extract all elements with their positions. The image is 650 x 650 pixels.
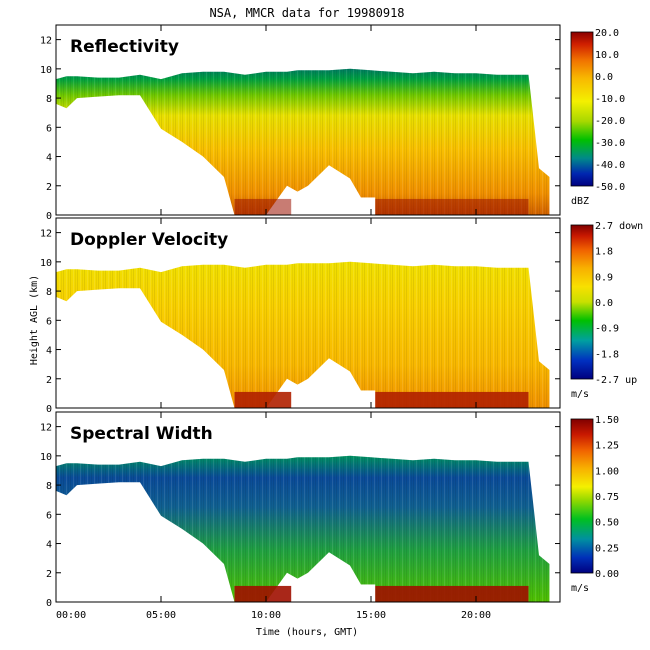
colorbar-spectral-width: 1.50 1.25 1.00 0.75 0.50 0.25 0.00 m/s — [570, 415, 619, 594]
colorbar-label: -1.8 — [595, 349, 619, 360]
colorbar-label: -20.0 — [595, 116, 625, 127]
colorbar-label: 1.00 — [595, 466, 619, 477]
y-tick-label: 12 — [40, 36, 52, 47]
echo-gap — [291, 390, 376, 408]
panel-frame — [55, 411, 561, 603]
figure-title: NSA, MMCR data for 19980918 — [209, 6, 404, 20]
x-tick-label: 05:00 — [146, 610, 176, 621]
colorbar-label: 0.25 — [595, 543, 619, 554]
y-tick-label: 0 — [46, 404, 52, 415]
y-tick-label: 8 — [46, 481, 52, 492]
colorbar-label: -10.0 — [595, 94, 625, 105]
colorbar-label: 1.8 — [595, 247, 613, 258]
y-tick-label: 12 — [40, 229, 52, 240]
panel-title-reflectivity: Reflectivity — [70, 37, 179, 57]
y-tick-label: 4 — [46, 346, 52, 357]
panel-title-spectral-width: Spectral Width — [70, 424, 213, 444]
panel-spectral-width: 0 2 4 6 8 10 12 Spectral Width 1.50 1.25 1.00 0.75 0… — [40, 411, 619, 609]
x-tick-labels: 00:00 05:00 10:00 15:00 20:00 — [56, 610, 491, 621]
y-tick-label: 10 — [40, 258, 52, 269]
colorbar-label: -2.7 up — [595, 375, 637, 386]
y-tick-label: 6 — [46, 316, 52, 327]
echo-gap — [291, 197, 376, 215]
y-tick-label: 6 — [46, 510, 52, 521]
panel-frame — [55, 217, 561, 409]
y-tick-label: 10 — [40, 65, 52, 76]
cloud-echo-texture — [56, 455, 550, 602]
colorbar-unit: m/s — [571, 389, 589, 400]
colorbar-doppler-velocity: 2.7 down 1.8 0.9 0.0 -0.9 -1.8 -2.7 up m/s — [570, 221, 643, 400]
colorbar-label: 0.75 — [595, 492, 619, 503]
cloud-echo-texture — [56, 68, 550, 215]
x-tick-label: 00:00 — [56, 610, 86, 621]
colorbar-scale — [570, 31, 594, 187]
y-tick-label: 6 — [46, 123, 52, 134]
y-tick-label: 0 — [46, 598, 52, 609]
panel-doppler-velocity: 0 2 4 6 8 10 12 Doppler Velocity 2.7 down 1.8 0.9 0… — [40, 217, 643, 415]
y-tick-label: 0 — [46, 211, 52, 222]
y-tick-label: 8 — [46, 287, 52, 298]
colorbar-label: 2.7 down — [595, 221, 643, 232]
panel-frame — [55, 24, 561, 216]
y-tick-label: 4 — [46, 540, 52, 551]
panel-title-doppler-velocity: Doppler Velocity — [70, 230, 228, 250]
colorbar-scale — [570, 418, 594, 574]
colorbar-scale — [570, 224, 594, 380]
colorbar-label: -0.9 — [595, 324, 619, 335]
near-ground-echo — [234, 198, 529, 215]
colorbar-label: 1.50 — [595, 415, 619, 426]
panel-reflectivity: 0 2 4 6 8 10 12 Reflectivity 20.0 10.0 0.0 -10.0 -20… — [40, 24, 625, 222]
colorbar-label: -50.0 — [595, 182, 625, 193]
y-tick-label: 8 — [46, 94, 52, 105]
x-tick-label: 15:00 — [356, 610, 386, 621]
cloud-echo-texture — [56, 261, 550, 408]
y-tick-label: 2 — [46, 569, 52, 580]
colorbar-label: -30.0 — [595, 138, 625, 149]
x-axis-label: Time (hours, GMT) — [256, 627, 358, 638]
near-ground-echo — [234, 585, 529, 602]
colorbar-label: 0.50 — [595, 518, 619, 529]
echo-gap — [291, 584, 376, 602]
colorbar-label: 0.00 — [595, 569, 619, 580]
y-tick-label: 10 — [40, 452, 52, 463]
colorbar-label: -40.0 — [595, 160, 625, 171]
colorbar-label: 0.9 — [595, 272, 613, 283]
colorbar-label: 20.0 — [595, 28, 619, 39]
near-ground-echo — [234, 391, 529, 408]
colorbar-unit: dBZ — [571, 196, 589, 207]
y-tick-label: 4 — [46, 153, 52, 164]
y-tick-label: 2 — [46, 182, 52, 193]
colorbar-reflectivity: 20.0 10.0 0.0 -10.0 -20.0 -30.0 -40.0 -50.0 dBZ — [570, 28, 625, 207]
colorbar-label: 1.25 — [595, 441, 619, 452]
colorbar-label: 10.0 — [595, 50, 619, 61]
colorbar-label: 0.0 — [595, 298, 613, 309]
colorbar-label: 0.0 — [595, 72, 613, 83]
colorbar-unit: m/s — [571, 583, 589, 594]
y-tick-label: 12 — [40, 423, 52, 434]
x-tick-label: 10:00 — [251, 610, 281, 621]
x-tick-label: 20:00 — [461, 610, 491, 621]
y-axis-label: Height AGL (km) — [29, 275, 40, 365]
y-tick-label: 2 — [46, 375, 52, 386]
